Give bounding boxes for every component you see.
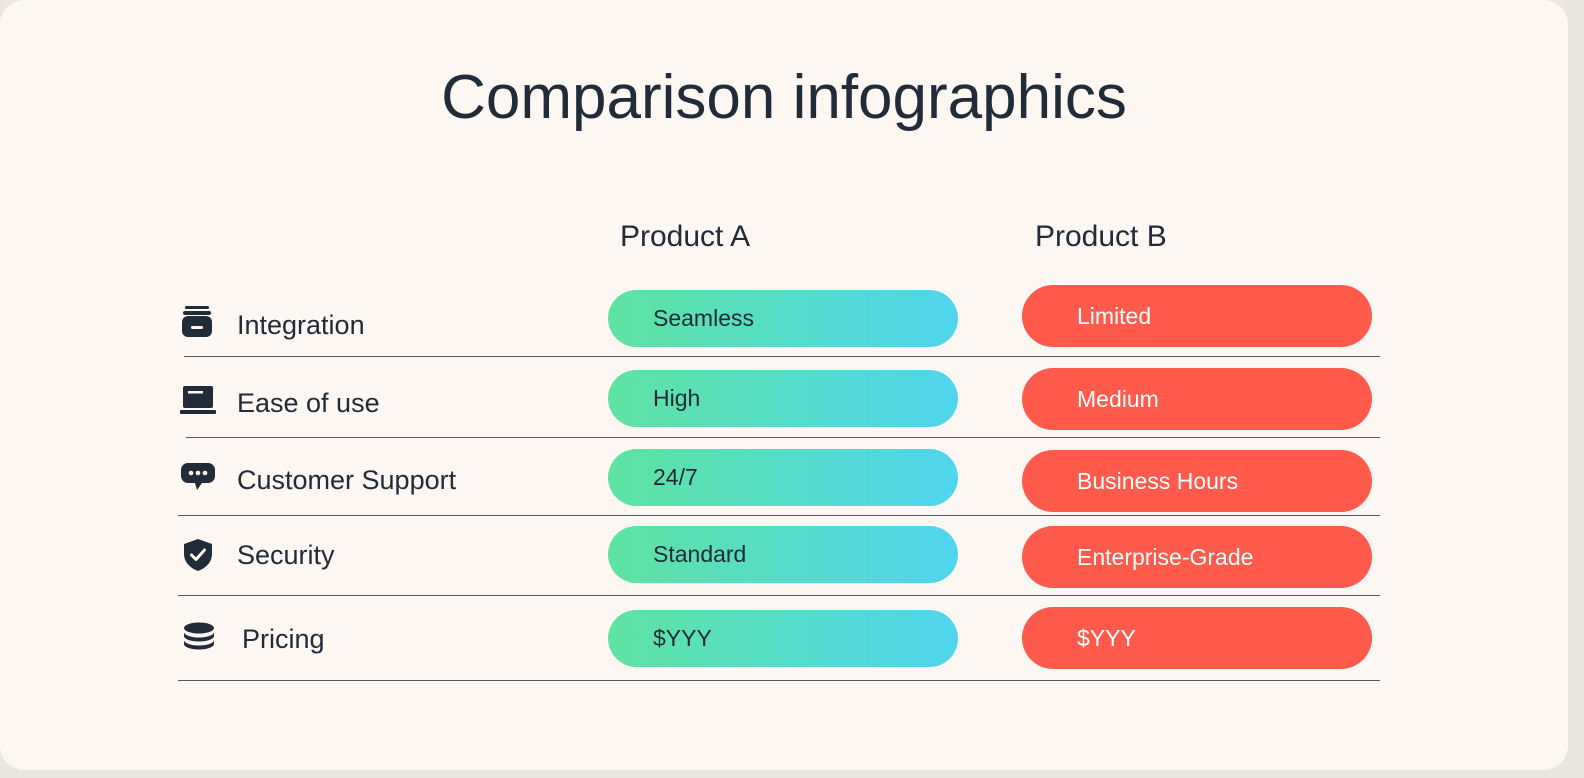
product-b-value: Limited <box>1022 285 1372 347</box>
row-divider <box>178 515 1380 516</box>
shield-check-icon <box>180 537 216 573</box>
product-a-value: High <box>608 370 958 427</box>
laptop-icon <box>180 382 216 418</box>
row-divider <box>178 595 1380 596</box>
infographic-card: Comparison infographics Product A Produc… <box>0 0 1568 770</box>
archive-icon <box>179 304 215 340</box>
product-a-value: Seamless <box>608 290 958 347</box>
product-a-value: 24/7 <box>608 449 958 506</box>
column-header-product-a: Product A <box>620 220 751 253</box>
product-a-value: Standard <box>608 526 958 583</box>
row-label: Security <box>237 540 335 570</box>
product-b-value: $YYY <box>1022 607 1372 669</box>
product-b-value: Business Hours <box>1022 450 1372 512</box>
row-divider <box>184 356 1380 357</box>
row-label: Integration <box>237 310 365 340</box>
chat-bubble-icon <box>180 459 216 495</box>
row-label: Ease of use <box>237 388 380 418</box>
page-title: Comparison infographics <box>441 63 1127 132</box>
product-a-value: $YYY <box>608 610 958 667</box>
column-header-product-b: Product B <box>1035 220 1167 253</box>
row-divider <box>186 437 1380 438</box>
product-b-value: Enterprise-Grade <box>1022 526 1372 588</box>
row-label: Customer Support <box>237 465 457 495</box>
coin-stack-icon <box>181 620 217 656</box>
row-label: Pricing <box>242 624 325 654</box>
product-b-value: Medium <box>1022 368 1372 430</box>
row-divider <box>178 680 1380 681</box>
